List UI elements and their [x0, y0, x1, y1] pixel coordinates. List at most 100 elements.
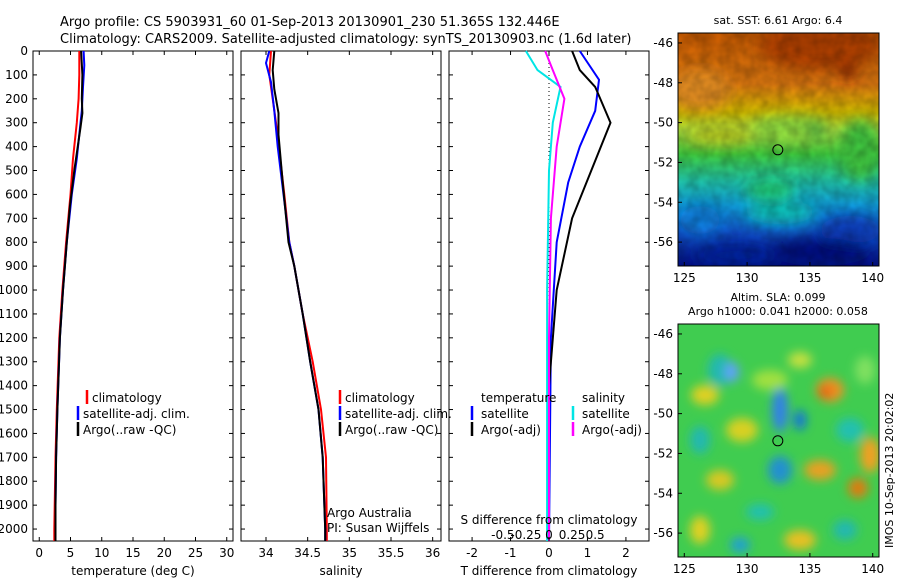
- sla-map: Altim. SLA: 0.099 Argo h1000: 0.041 h200…: [653, 291, 884, 576]
- series-line-t-satellite: [548, 50, 601, 542]
- temperature-series: [53, 50, 86, 541]
- legend-argo: Argo(..raw -QC): [83, 423, 176, 437]
- x-tick-label: 36: [425, 546, 440, 560]
- map-y-tick-label: -52: [653, 446, 673, 460]
- map-x-tick-label: 135: [798, 562, 821, 576]
- s-tick-label: 0.25: [559, 528, 586, 542]
- argo-location-marker-sla: [772, 435, 784, 447]
- sst-map-title: sat. SST: 6.61 Argo: 6.4: [714, 14, 843, 27]
- legend-climatology: climatology: [92, 391, 162, 405]
- x-tick-label: 0: [545, 546, 553, 560]
- temperature-xlabel: temperature (deg C): [71, 564, 194, 578]
- y-tick-label: 1600: [0, 426, 28, 440]
- argo-location-marker: [772, 144, 784, 156]
- series-line-s-satellite: [525, 50, 562, 541]
- y-tick-label: 1900: [0, 498, 28, 512]
- t-difference-label: T difference from climatology: [460, 564, 638, 578]
- imos-credit: IMOS 10-Sep-2013 20:02:02: [883, 393, 896, 548]
- legend-climatology-s: climatology: [345, 391, 415, 405]
- y-tick-label: 800: [5, 235, 28, 249]
- x-tick-label: 0: [35, 546, 43, 560]
- map-x-tick-label: 125: [673, 562, 696, 576]
- map-y-tick-label: -54: [653, 486, 673, 500]
- series-line-climatology: [53, 51, 81, 541]
- x-tick-label: 2: [622, 546, 630, 560]
- x-tick-label: 34.5: [294, 546, 321, 560]
- map-y-tick-label: -54: [653, 195, 673, 209]
- sla-map-title2: Argo h1000: 0.041 h2000: 0.058: [688, 305, 868, 318]
- salinity-xlabel: salinity: [319, 564, 362, 578]
- annotation-argo-australia: Argo Australia: [327, 506, 412, 520]
- annotation-pi: PI: Susan Wijffels: [327, 521, 429, 535]
- map-y-tick-label: -46: [653, 36, 673, 50]
- salinity-panel: 34 34.5 35 35.5 36 salinity climatology sate…: [240, 50, 452, 578]
- map-x-tick-label: 135: [798, 271, 821, 285]
- y-tick-label: 900: [5, 259, 28, 273]
- temperature-panel: 0 5 10 15 20 25 30 0 100 200 300 400 500 600 700 800 90…: [0, 44, 234, 578]
- x-tick-label: 30: [219, 546, 234, 560]
- legend-s-argo: Argo(-adj): [582, 423, 642, 437]
- header-line1: Argo profile: CS 5903931_60 01-Sep-2013 …: [60, 15, 560, 30]
- y-tick-label: 0: [20, 44, 28, 58]
- legend-temperature-title: temperature: [481, 391, 556, 405]
- y-tick-label: 500: [5, 164, 28, 178]
- sst-map: sat. SST: 6.61 Argo: 6.4: [653, 14, 884, 285]
- map-y-tick-label: -50: [653, 116, 673, 130]
- x-tick-label: -1: [505, 546, 517, 560]
- legend-salinity-title: salinity: [582, 391, 625, 405]
- map-y-tick-label: -50: [653, 407, 673, 421]
- x-tick-label: 25: [188, 546, 203, 560]
- y-tick-label: 2000: [0, 522, 28, 536]
- map-x-tick-label: 130: [736, 562, 759, 576]
- x-tick-label: 5: [67, 546, 75, 560]
- map-x-tick-label: 140: [861, 271, 884, 285]
- s-tick-label: 0.5: [586, 528, 605, 542]
- map-x-tick-label: 130: [736, 271, 759, 285]
- header-line2: Climatology: CARS2009. Satellite-adjuste…: [60, 32, 632, 47]
- y-tick-label: 600: [5, 187, 28, 201]
- s-difference-label: S difference from climatology: [461, 513, 638, 527]
- x-tick-label: 34: [258, 546, 273, 560]
- x-tick-label: 1: [584, 546, 592, 560]
- x-tick-label: 15: [125, 546, 140, 560]
- temperature-legend: climatology satellite-adj. clim. Argo(..…: [76, 390, 190, 437]
- y-tick-label: 1300: [0, 355, 28, 369]
- x-tick-label: 35: [342, 546, 357, 560]
- series-line-t-argo-adj-: [548, 50, 612, 541]
- y-tick-label: 1200: [0, 331, 28, 345]
- x-tick-label: 10: [94, 546, 109, 560]
- s-tick-label: -0.25: [510, 528, 541, 542]
- x-tick-label: 20: [157, 546, 172, 560]
- y-tick-label: 100: [5, 68, 28, 82]
- y-tick-label: 300: [5, 116, 28, 130]
- map-y-tick-label: -48: [653, 76, 673, 90]
- y-tick-label: 1700: [0, 450, 28, 464]
- map-y-tick-label: -52: [653, 155, 673, 169]
- series-line-argo-raw-qc-: [271, 50, 327, 541]
- series-line-satellite-adj-clim-: [264, 50, 327, 541]
- difference-series: [449, 50, 649, 542]
- map-x-tick-label: 140: [861, 562, 884, 576]
- map-y-tick-label: -48: [653, 367, 673, 381]
- legend-t-argo: Argo(-adj): [481, 423, 541, 437]
- y-tick-label: 200: [5, 92, 28, 106]
- s-tick-label: 0: [545, 528, 553, 542]
- difference-legend: temperature satellite Argo(-adj) salinit…: [470, 391, 642, 437]
- y-tick-label: 400: [5, 140, 28, 154]
- y-tick-label: 1800: [0, 474, 28, 488]
- difference-panel: -2 -1 0 1 2 -0.5-0.25 0 0.25 0.5 S difference f…: [448, 50, 650, 578]
- map-y-tick-label: -56: [653, 526, 673, 540]
- legend-argo-s: Argo(..raw -QC): [345, 423, 438, 437]
- y-tick-label: 1000: [0, 283, 28, 297]
- x-tick-label: -2: [466, 546, 478, 560]
- y-tick-label: 700: [5, 211, 28, 225]
- x-tick-label: 35.5: [378, 546, 405, 560]
- sst-field: [678, 33, 879, 266]
- y-tick-label: 1500: [0, 403, 28, 417]
- legend-s-satellite: satellite: [582, 407, 630, 421]
- legend-satellite-adj: satellite-adj. clim.: [83, 407, 190, 421]
- sla-map-title1: Altim. SLA: 0.099: [730, 291, 825, 304]
- y-tick-label: 1400: [0, 379, 28, 393]
- legend-satellite-adj-s: satellite-adj. clim.: [345, 407, 452, 421]
